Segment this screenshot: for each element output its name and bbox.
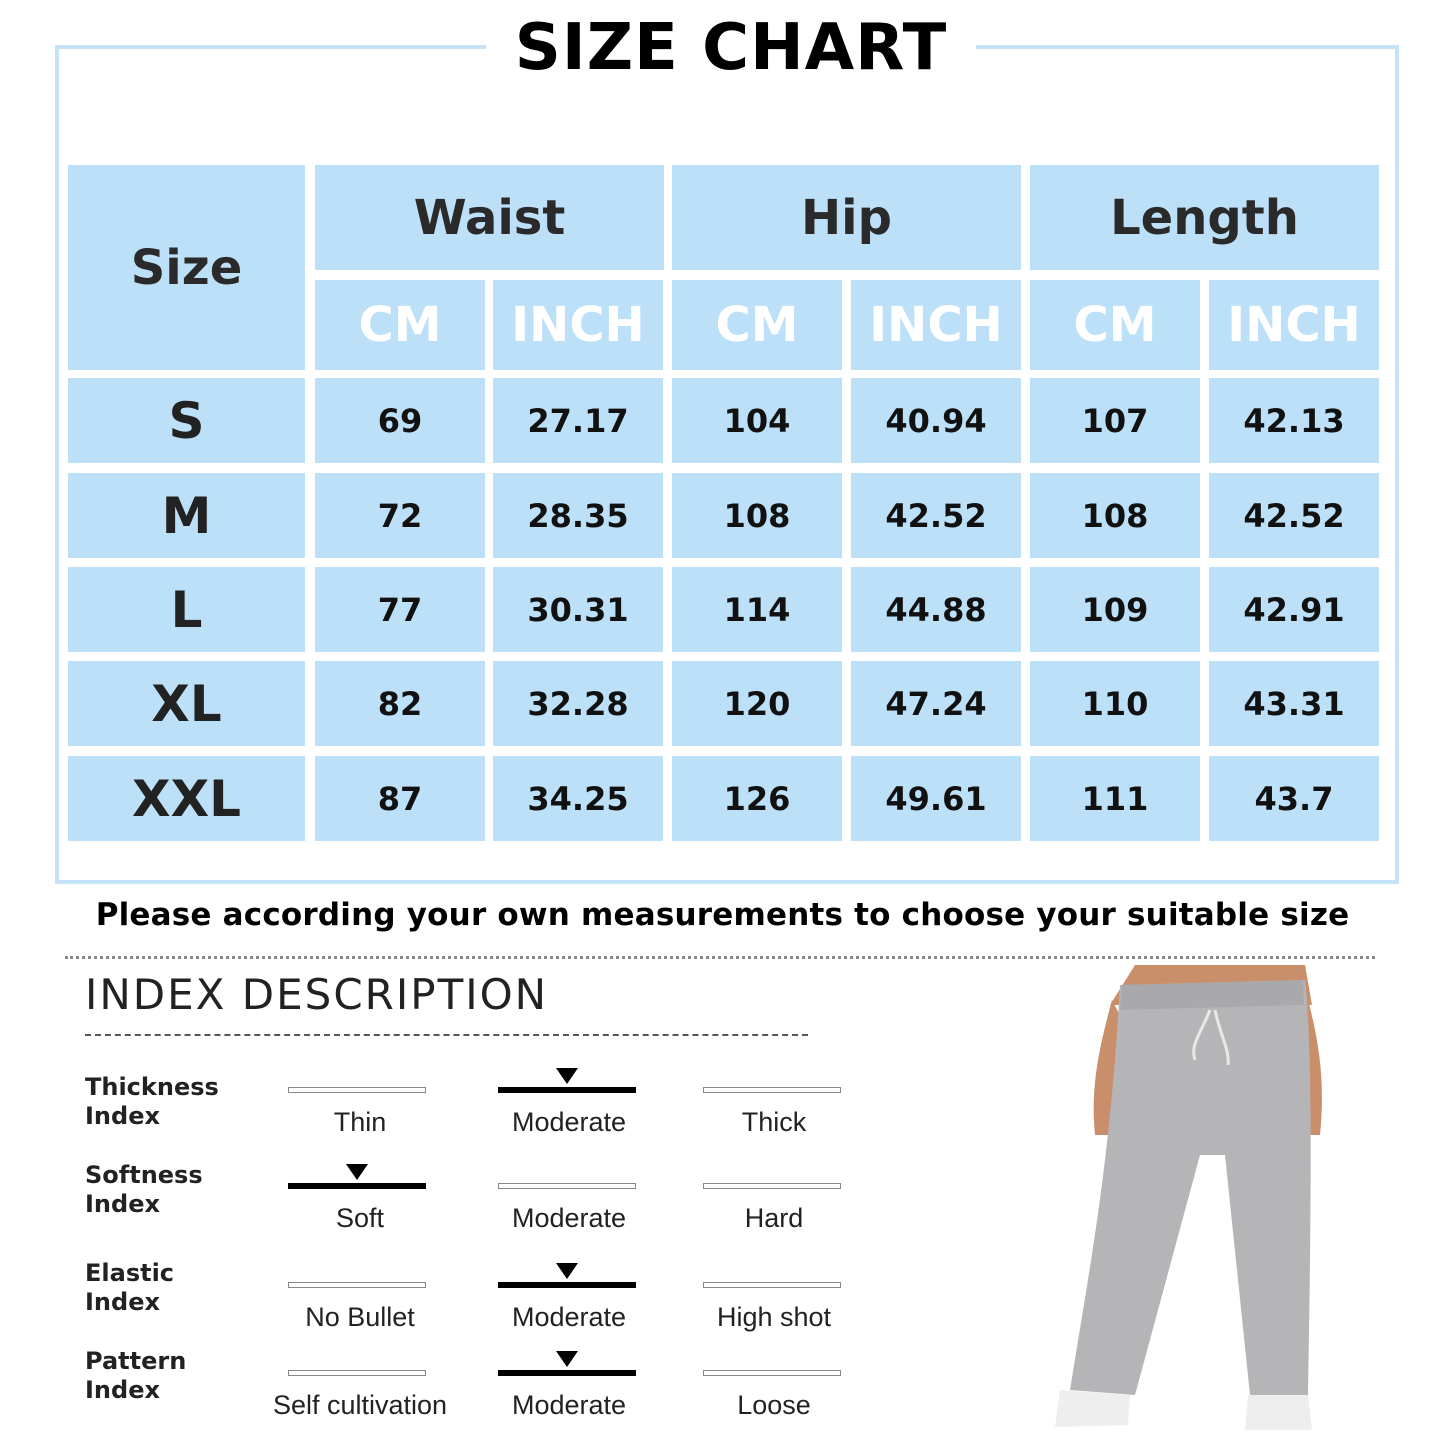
selected-marker-icon [556, 1068, 578, 1084]
value-cell: 82 [315, 661, 485, 746]
index-option: Hard [744, 1203, 804, 1233]
index-option: High shot [716, 1302, 832, 1332]
index-option: Moderate [511, 1302, 627, 1332]
size-header: Size [68, 165, 305, 370]
value-cell: 111 [1030, 756, 1200, 841]
index-bar [703, 1370, 841, 1376]
value-cell: 69 [315, 378, 485, 463]
group-header: Hip [672, 165, 1021, 270]
size-cell: L [68, 567, 305, 652]
value-cell: 40.94 [851, 378, 1021, 463]
value-cell: 109 [1030, 567, 1200, 652]
index-option: No Bullet [305, 1302, 415, 1332]
value-cell: 108 [672, 473, 842, 558]
size-cell: S [68, 378, 305, 463]
index-label: Softness Index [85, 1161, 203, 1218]
index-label: Thickness Index [85, 1073, 219, 1130]
value-cell: 43.7 [1209, 756, 1379, 841]
index-option: Moderate [511, 1390, 627, 1420]
page-title: SIZE CHART [486, 8, 976, 88]
index-bar-selected [498, 1282, 636, 1288]
group-header: Waist [315, 165, 664, 270]
index-option: Moderate [511, 1203, 627, 1233]
size-cell: XL [68, 661, 305, 746]
index-bar-selected [288, 1183, 426, 1189]
index-bar-selected [498, 1087, 636, 1093]
index-bar [288, 1370, 426, 1376]
value-cell: 43.31 [1209, 661, 1379, 746]
index-bar-selected [498, 1370, 636, 1376]
value-cell: 72 [315, 473, 485, 558]
size-note: Please according your own measurements t… [95, 897, 1350, 933]
value-cell: 30.31 [493, 567, 663, 652]
index-bar [288, 1282, 426, 1288]
index-option: Thick [741, 1107, 807, 1137]
value-cell: 47.24 [851, 661, 1021, 746]
unit-header: INCH [1209, 280, 1379, 370]
value-cell: 42.52 [1209, 473, 1379, 558]
index-option: Soft [335, 1203, 385, 1233]
value-cell: 42.91 [1209, 567, 1379, 652]
value-cell: 87 [315, 756, 485, 841]
value-cell: 34.25 [493, 756, 663, 841]
value-cell: 114 [672, 567, 842, 652]
index-option: Loose [737, 1390, 811, 1420]
value-cell: 32.28 [493, 661, 663, 746]
unit-header: CM [1030, 280, 1200, 370]
index-bar [703, 1087, 841, 1093]
index-bar [703, 1183, 841, 1189]
selected-marker-icon [346, 1164, 368, 1180]
index-option: Moderate [511, 1107, 627, 1137]
group-header: Length [1030, 165, 1379, 270]
size-cell: XXL [68, 756, 305, 841]
value-cell: 126 [672, 756, 842, 841]
value-cell: 104 [672, 378, 842, 463]
unit-header: CM [672, 280, 842, 370]
index-label: Pattern Index [85, 1347, 187, 1404]
value-cell: 27.17 [493, 378, 663, 463]
unit-header: INCH [851, 280, 1021, 370]
unit-header: INCH [493, 280, 663, 370]
value-cell: 42.52 [851, 473, 1021, 558]
index-label: Elastic Index [85, 1259, 175, 1316]
divider [65, 956, 1375, 959]
size-cell: M [68, 473, 305, 558]
index-bar [703, 1282, 841, 1288]
value-cell: 108 [1030, 473, 1200, 558]
selected-marker-icon [556, 1263, 578, 1279]
pants-model-photo [1055, 965, 1322, 1430]
value-cell: 28.35 [493, 473, 663, 558]
index-title: INDEX DESCRIPTION [85, 970, 549, 1019]
index-bar [288, 1087, 426, 1093]
value-cell: 49.61 [851, 756, 1021, 841]
value-cell: 44.88 [851, 567, 1021, 652]
index-bar [498, 1183, 636, 1189]
unit-header: CM [315, 280, 485, 370]
selected-marker-icon [556, 1351, 578, 1367]
value-cell: 120 [672, 661, 842, 746]
index-divider [85, 1034, 808, 1036]
value-cell: 77 [315, 567, 485, 652]
value-cell: 107 [1030, 378, 1200, 463]
value-cell: 110 [1030, 661, 1200, 746]
value-cell: 42.13 [1209, 378, 1379, 463]
index-option: Self cultivation [272, 1390, 448, 1420]
index-option: Thin [333, 1107, 387, 1137]
